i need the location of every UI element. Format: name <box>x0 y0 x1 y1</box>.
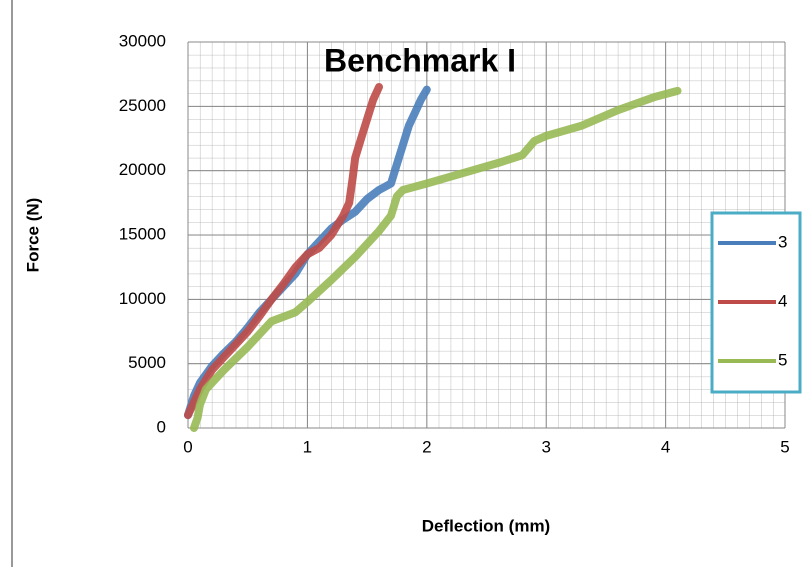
x-tick-label: 4 <box>661 437 670 456</box>
y-tick-label: 30000 <box>119 31 166 50</box>
legend-label: 3 <box>778 232 787 251</box>
x-tick-label: 3 <box>541 437 550 456</box>
y-tick-label: 25000 <box>119 96 166 115</box>
x-axis-label: Deflection (mm) <box>422 516 550 535</box>
y-tick-label: 20000 <box>119 160 166 179</box>
legend-label: 5 <box>778 350 787 369</box>
x-tick-label: 0 <box>183 437 192 456</box>
chart: Benchmark I Deflection (mm) Force (N) 0 5… <box>0 0 806 567</box>
legend-label: 4 <box>778 291 787 310</box>
y-tick-label: 15000 <box>119 224 166 243</box>
y-tick-label: 5000 <box>128 353 166 372</box>
y-tick-label: 0 <box>157 417 166 436</box>
x-tick-label: 1 <box>303 437 312 456</box>
y-tick-label: 10000 <box>119 289 166 308</box>
chart-title: Benchmark I <box>324 42 516 78</box>
x-tick-label: 5 <box>780 437 789 456</box>
y-axis-label: Force (N) <box>23 198 42 273</box>
x-tick-label: 2 <box>422 437 431 456</box>
